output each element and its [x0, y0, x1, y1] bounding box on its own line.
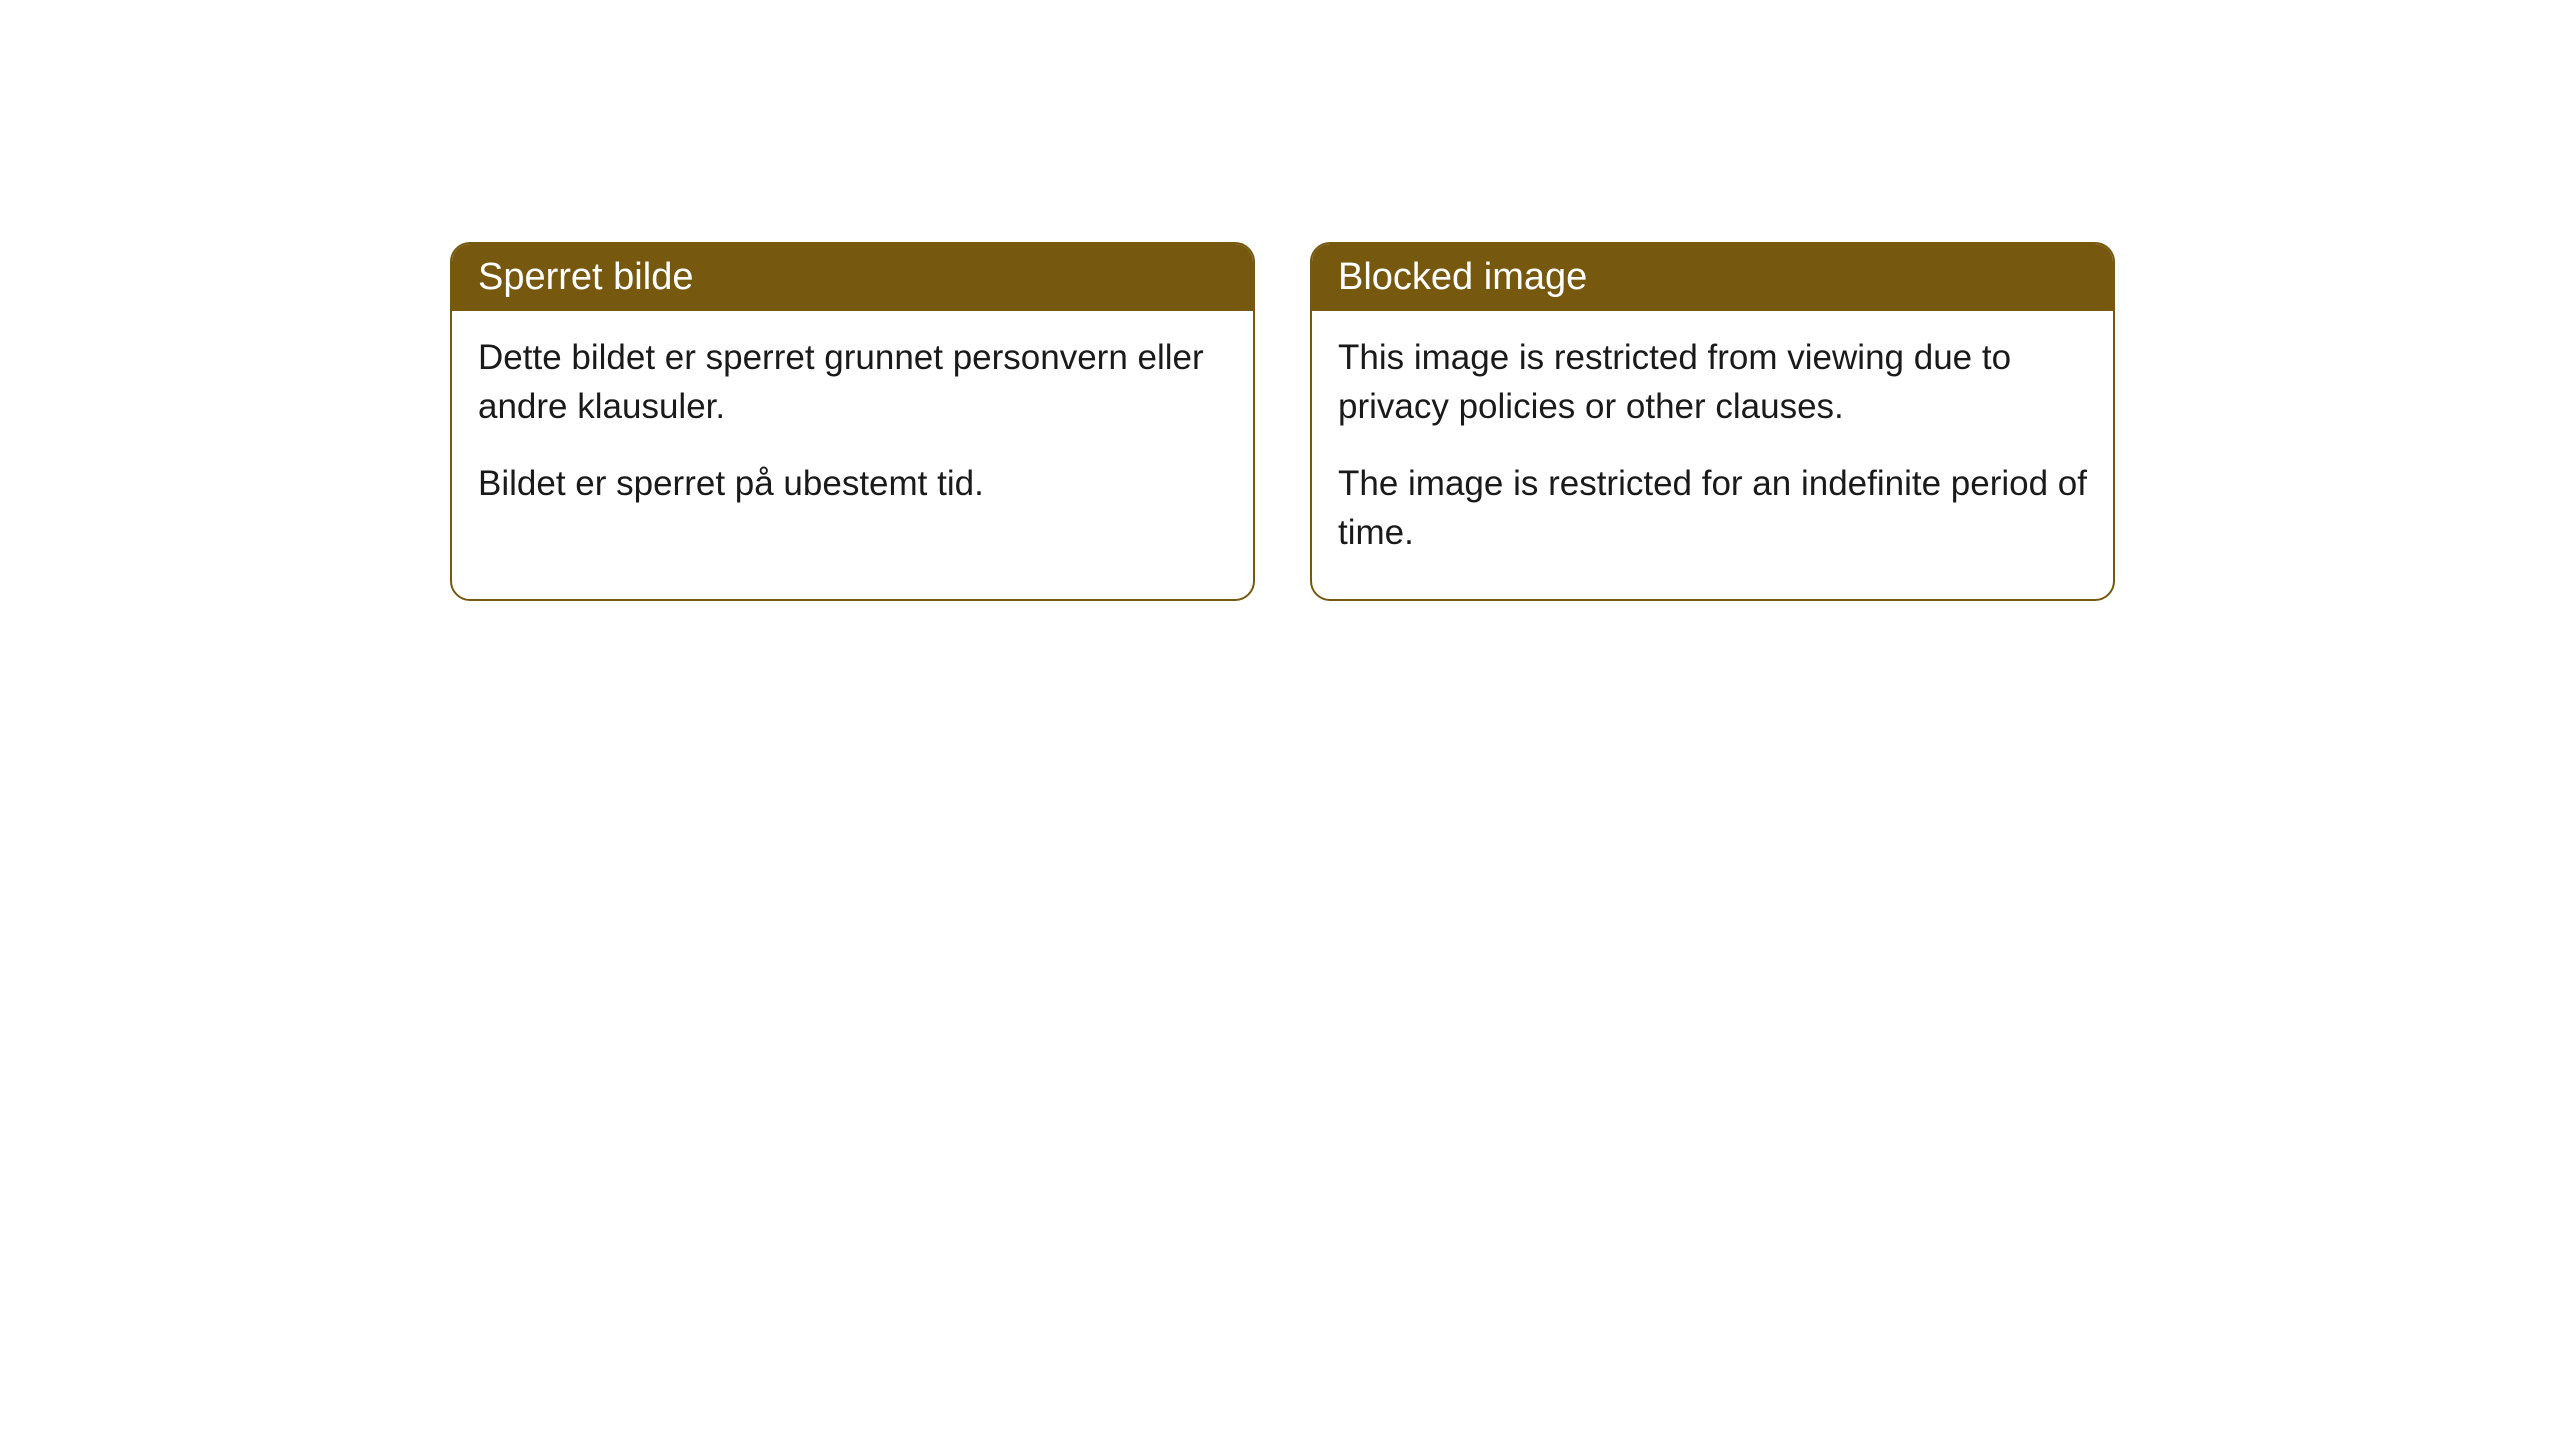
card-header: Blocked image — [1312, 244, 2113, 311]
card-paragraph: Bildet er sperret på ubestemt tid. — [478, 459, 1227, 508]
card-paragraph: Dette bildet er sperret grunnet personve… — [478, 333, 1227, 431]
blocked-image-card-norwegian: Sperret bilde Dette bildet er sperret gr… — [450, 242, 1255, 601]
card-paragraph: The image is restricted for an indefinit… — [1338, 459, 2087, 557]
card-paragraph: This image is restricted from viewing du… — [1338, 333, 2087, 431]
card-body: Dette bildet er sperret grunnet personve… — [452, 311, 1253, 550]
card-body: This image is restricted from viewing du… — [1312, 311, 2113, 599]
notice-container: Sperret bilde Dette bildet er sperret gr… — [0, 0, 2560, 601]
blocked-image-card-english: Blocked image This image is restricted f… — [1310, 242, 2115, 601]
card-header: Sperret bilde — [452, 244, 1253, 311]
card-title: Sperret bilde — [478, 256, 693, 298]
card-title: Blocked image — [1338, 256, 1587, 298]
